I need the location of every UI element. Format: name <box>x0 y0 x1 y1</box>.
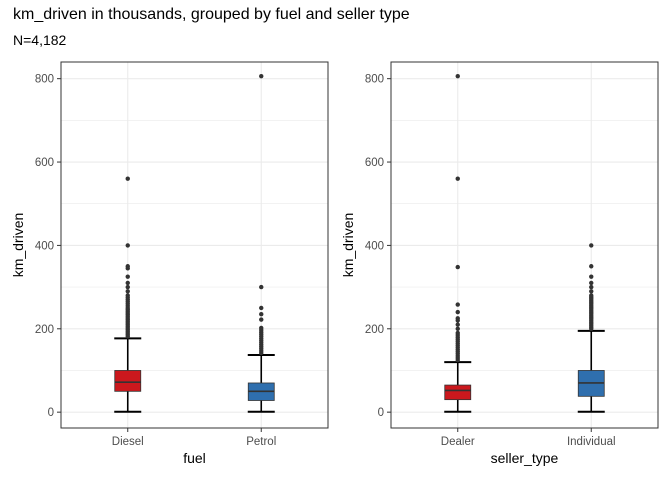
outlier-point <box>455 326 460 331</box>
outlier-point <box>455 176 460 181</box>
outlier-point <box>589 293 594 298</box>
y-tick-label: 600 <box>365 157 384 169</box>
outlier-point <box>455 316 460 321</box>
outlier-point <box>259 325 264 331</box>
outlier-point <box>125 289 130 294</box>
box-iqr <box>114 370 142 392</box>
x-tick-label: Dealer <box>441 436 475 448</box>
outlier-point <box>259 305 264 311</box>
y-tick-label: 200 <box>35 324 54 336</box>
y-tick-label: 400 <box>35 240 54 252</box>
outlier-point <box>589 280 594 286</box>
outlier-point <box>455 73 460 79</box>
outlier-point <box>589 284 594 290</box>
outlier-point <box>259 317 264 322</box>
outlier-point <box>589 289 594 294</box>
outlier-point <box>125 284 130 290</box>
y-tick-label: 400 <box>365 240 384 252</box>
outlier-point <box>125 293 130 298</box>
box-petrol <box>247 73 275 413</box>
outlier-point <box>125 176 130 181</box>
y-tick-label: 200 <box>365 324 384 336</box>
outlier-point <box>125 280 130 286</box>
box-iqr <box>444 384 472 401</box>
x-axis-title: fuel <box>183 450 206 466</box>
outlier-point <box>455 330 460 336</box>
outlier-point <box>259 73 264 79</box>
box-diesel <box>114 176 142 413</box>
outlier-point <box>589 274 594 279</box>
outlier-point <box>455 264 460 270</box>
panel-2: 0 200 400 600 800 Dealer Individual seller_type… <box>340 61 659 466</box>
outlier-point <box>125 243 130 248</box>
outlier-point <box>589 264 594 269</box>
y-tick-label: 800 <box>365 74 384 86</box>
box-dealer <box>444 73 472 413</box>
y-tick-label: 0 <box>48 407 54 419</box>
y-tick-label: 0 <box>378 407 384 419</box>
outlier-point <box>259 284 264 290</box>
panel-1: 0 200 400 600 800 Diesel Petrol fuel km_driven <box>10 61 329 466</box>
y-axis-title: km_driven <box>10 213 26 278</box>
y-tick-label: 800 <box>35 74 54 86</box>
outlier-point <box>589 243 594 248</box>
chart-title: km_driven in thousands, grouped by fuel … <box>13 6 410 23</box>
chart-subtitle: N=4,182 <box>13 32 67 48</box>
outlier-point <box>455 322 460 327</box>
outlier-point <box>455 302 460 307</box>
x-axis-title: seller_type <box>491 450 559 466</box>
x-tick-label: Individual <box>567 436 616 448</box>
y-axis-title: km_driven <box>340 213 356 278</box>
x-tick-label: Petrol <box>246 436 276 448</box>
box-individual <box>577 243 605 413</box>
y-tick-label: 600 <box>35 157 54 169</box>
outlier-point <box>259 311 264 317</box>
outlier-point <box>455 309 460 315</box>
x-tick-label: Diesel <box>112 436 144 448</box>
outlier-point <box>125 274 130 279</box>
outlier-point <box>125 264 130 269</box>
